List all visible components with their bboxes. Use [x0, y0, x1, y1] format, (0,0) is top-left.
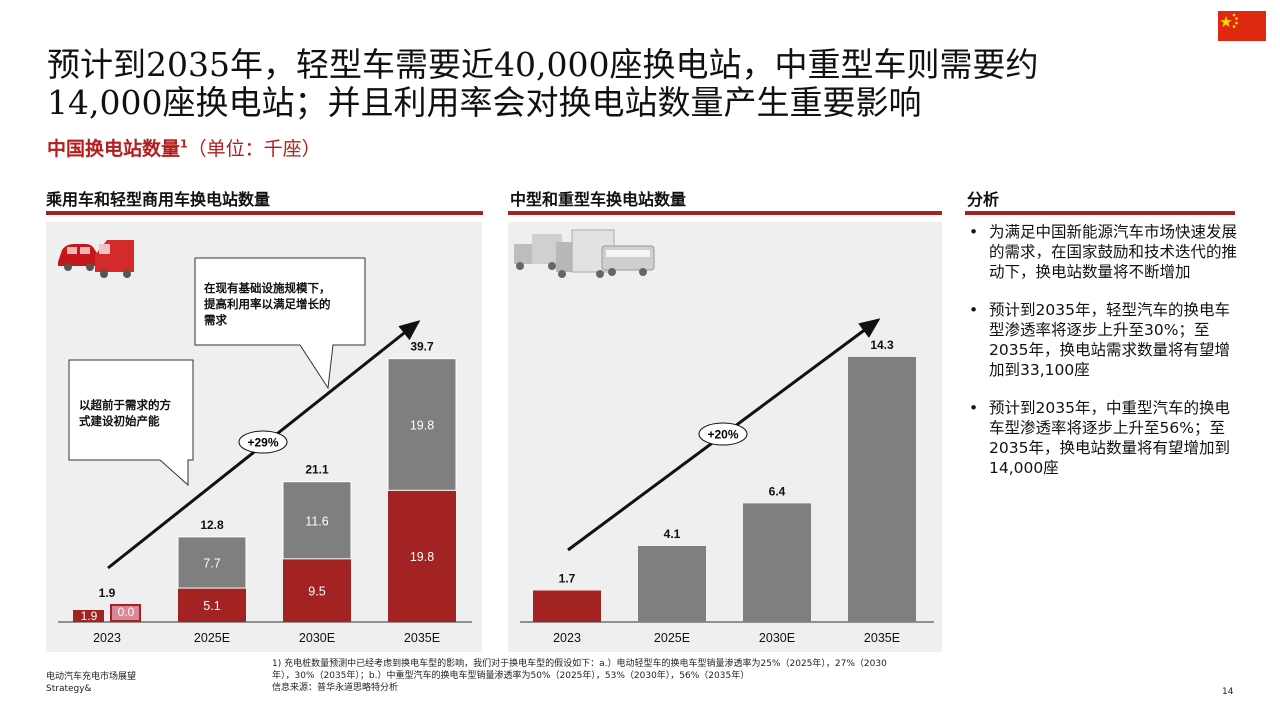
- chart-1-category-1: 2025E: [194, 631, 230, 645]
- chart-2-rule: [508, 211, 942, 215]
- chart-1-bar-red-2: [283, 558, 351, 622]
- chart-2-bar-2: [743, 503, 811, 622]
- chart-1-total-2: 21.1: [305, 463, 329, 477]
- chart-2-category-1: 2025E: [654, 631, 690, 645]
- footer-left: 电动汽车充电市场展望 Strategy&: [46, 671, 136, 695]
- chart-1-rule: [46, 211, 483, 215]
- chart-subtitle: 中国换电站数量1（单位：千座）: [47, 134, 321, 161]
- chart-1-total-1: 12.8: [200, 518, 224, 532]
- chart-2-bar-3: [848, 356, 916, 622]
- chart-1-bar-gray-1: [177, 536, 247, 589]
- title-line-2: 14,000座换电站；并且利用率会对换电站数量产生重要影响: [47, 83, 922, 122]
- chart-1-total-0: 1.9: [99, 586, 116, 600]
- chart-1-bar-red-1: [178, 588, 246, 622]
- footnote-line-2: 年），30%（2035年）；b.）中重型汽车的换电车型销量渗透率为50%（202…: [272, 671, 750, 681]
- chart-1-label-gray-3: 19.8: [410, 418, 434, 432]
- subtitle-footnote-mark: 1: [180, 137, 188, 151]
- chart-1-category-3: 2035E: [404, 631, 440, 645]
- chart-2-value-1: 4.1: [664, 527, 681, 541]
- subtitle-text: 中国换电站数量: [47, 138, 181, 160]
- chart-1-callout-2: 在现有基础设施规模下， 提高利用率以满足增长的 需求: [204, 281, 334, 327]
- chart-1-bar-2023-gray-inner: [112, 606, 139, 620]
- analysis-rule: [965, 211, 1235, 215]
- analysis-bullet-1: 为满足中国新能源汽车市场快速发展的需求，在国家鼓励和技术迭代的推动下，换电站数量…: [967, 222, 1237, 282]
- chart-1-callout-1-shape: [68, 359, 194, 487]
- chart-1-callout-2-line-3: 需求: [204, 313, 227, 327]
- chart-1-category-0: 2023: [93, 631, 121, 645]
- chart-1-callout-2-shape: [194, 257, 366, 390]
- analysis-bullet-2: 预计到2035年，轻型汽车的换电车型渗透率将逐步上升至30%；至2035年，换电…: [967, 300, 1237, 380]
- chart-1-total-3: 39.7: [410, 340, 434, 354]
- analysis-bullet-3: 预计到2035年，中重型汽车的换电车型渗透率将逐步上升至56%；至2035年，换…: [967, 398, 1237, 478]
- chart-1-bar-red-3: [388, 490, 456, 622]
- chart-1-label-gray-2: 11.6: [305, 514, 328, 528]
- chart-2-title: 中型和重型车换电站数量: [510, 190, 687, 209]
- footer-source: 信息来源：普华永道思略特分析: [272, 683, 399, 693]
- chart-2-category-3: 2035E: [864, 631, 900, 645]
- chart-1-label-red-3: 19.8: [410, 550, 434, 564]
- page-title: 预计到2035年，轻型车需要近40,000座换电站，中重型车则需要约 14,00…: [47, 46, 1197, 122]
- chart-2-bar-0: [533, 590, 601, 622]
- footnote-line-1: 1) 充电桩数量预测中已经考虑到换电车型的影响，我们对于换电车型的假设如下：a.…: [272, 659, 887, 669]
- title-line-1: 预计到2035年，轻型车需要近40,000座换电站，中重型车则需要约: [47, 45, 1039, 84]
- chart-1-category-2: 2030E: [299, 631, 335, 645]
- chart-2-trend-label: +20%: [707, 428, 738, 442]
- chart-2-value-0: 1.7: [559, 571, 576, 585]
- chart-1-bars: 1.9 0.01.920235.17.712.82025E9.511.621.12…: [73, 340, 457, 645]
- chart-1-trend-label: +29%: [247, 436, 278, 450]
- chart-2-value-2: 6.4: [769, 484, 786, 498]
- page-number: 14: [1222, 687, 1234, 697]
- chart-1-title: 乘用车和轻型商用车换电站数量: [46, 190, 271, 209]
- chart-1-trend-badge: [238, 430, 288, 454]
- chart-2-bar-1: [638, 546, 706, 622]
- chart-1-callout-2-line-1: 在现有基础设施规模下，: [204, 281, 331, 295]
- chart-1-callout-1-line-2: 式建设初始产能: [79, 414, 160, 428]
- chart-2-bars: 1.7 2023 4.1 2025E 6.4 2030E 14.3 2035E: [533, 338, 916, 645]
- chart-1-bar-gray-2: [282, 481, 352, 560]
- chart-1-callout-1: 以超前于需求的方 式建设初始产能: [79, 398, 174, 428]
- chart-1-callout-1-line-1: 以超前于需求的方: [79, 398, 171, 412]
- trucks-and-bus-icon: [514, 229, 655, 278]
- chart-2-category-2: 2030E: [759, 631, 795, 645]
- footer-notes: 1) 充电桩数量预测中已经考虑到换电车型的影响，我们对于换电车型的假设如下：a.…: [272, 658, 1012, 694]
- analysis-list: 为满足中国新能源汽车市场快速发展的需求，在国家鼓励和技术迭代的推动下，换电站数量…: [967, 222, 1237, 496]
- chart-1-bar-gray-3: [387, 358, 457, 491]
- chart-1-label-red-2: 9.5: [308, 584, 325, 598]
- chart-1-label-red-0: 1.9: [81, 609, 98, 623]
- footer-report-name: 电动汽车充电市场展望: [46, 672, 137, 682]
- chart-1-label-gray-0: 0.0: [118, 605, 135, 619]
- subtitle-unit: （单位：千座）: [187, 138, 321, 160]
- car-and-van-icon: [58, 240, 134, 278]
- chart-1-label-red-1: 5.1: [203, 599, 220, 613]
- chart-2-category-0: 2023: [553, 631, 581, 645]
- china-flag-svg: [1220, 13, 1238, 28]
- china-flag-icon: [1218, 11, 1266, 41]
- analysis-title: 分析: [967, 190, 1000, 209]
- footer-brand: Strategy&: [46, 684, 92, 694]
- chart-2-trend-badge: [698, 422, 748, 446]
- chart-2-value-3: 14.3: [870, 338, 894, 352]
- chart-1-label-gray-1: 7.7: [203, 556, 220, 570]
- chart-1-callout-2-line-2: 提高利用率以满足增长的: [204, 297, 331, 311]
- chart-1-bar-2023-red: [73, 610, 104, 622]
